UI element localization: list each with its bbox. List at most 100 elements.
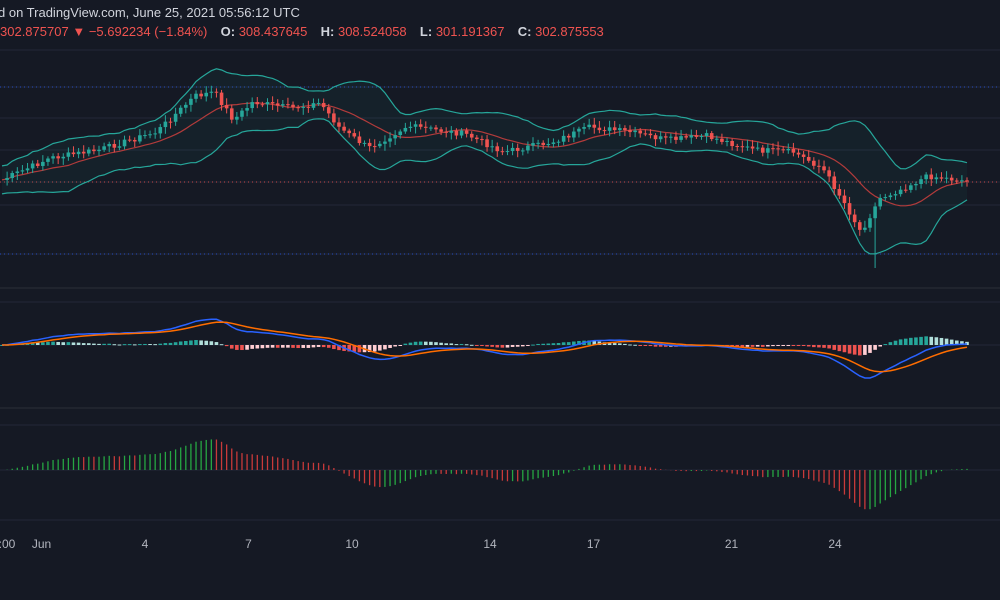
candle: [658, 131, 663, 143]
candle: [434, 124, 438, 133]
macd-histogram-bar: [352, 345, 357, 352]
candle-body: [66, 152, 71, 157]
candle-body: [168, 121, 173, 123]
high-value: 308.524058: [337, 24, 407, 39]
candle-body: [321, 102, 326, 108]
candle: [158, 123, 163, 139]
candle-body: [827, 170, 831, 177]
candle: [628, 125, 632, 138]
candle-body: [531, 143, 535, 146]
candle: [837, 184, 842, 200]
candle: [51, 153, 55, 164]
candle-body: [204, 92, 209, 97]
macd-histogram-bar: [812, 345, 816, 348]
macd-histogram-bar: [189, 340, 193, 345]
macd-histogram-bar: [909, 337, 913, 345]
candle: [143, 130, 147, 139]
macd-histogram-bar: [219, 344, 224, 346]
candle: [781, 146, 785, 154]
candle-body: [812, 160, 816, 166]
candle-body: [209, 91, 214, 93]
candle-body: [102, 146, 106, 150]
macd-panel: [0, 318, 969, 379]
macd-histogram-bar: [541, 343, 546, 345]
candle-body: [939, 177, 944, 179]
candle-body: [393, 135, 397, 139]
candle: [296, 104, 300, 112]
candle-body: [771, 148, 775, 150]
candle-body: [663, 136, 668, 138]
candle-body: [337, 122, 341, 127]
candle-body: [868, 218, 872, 228]
candle-body: [163, 121, 168, 128]
candle-body: [475, 137, 479, 140]
macd-histogram-bar: [791, 345, 796, 346]
bollinger-basis: [1, 102, 968, 207]
current-price: 302.875707: [0, 24, 69, 39]
candle: [903, 184, 908, 193]
candle: [684, 133, 688, 140]
macd-histogram-bar: [852, 345, 857, 355]
candle-body: [592, 124, 597, 128]
candle-body: [658, 136, 663, 140]
candle: [163, 115, 168, 134]
macd-histogram-bar: [934, 337, 939, 345]
candle-body: [291, 104, 295, 108]
macd-histogram-bar: [944, 338, 949, 345]
macd-histogram-bar: [490, 345, 494, 347]
candle: [41, 155, 45, 171]
candle: [709, 131, 714, 142]
candle: [454, 128, 459, 140]
candle-body: [367, 142, 372, 147]
candle-body: [679, 136, 683, 140]
macd-histogram-bar: [408, 342, 413, 345]
macd-histogram-bar: [158, 343, 163, 345]
macd-histogram-bar: [367, 345, 372, 353]
candle-body: [873, 206, 877, 219]
bollinger-lower-band: [1, 118, 968, 255]
candle-body: [46, 158, 50, 162]
macd-histogram-bar: [776, 345, 780, 346]
macd-histogram-bar: [628, 344, 632, 346]
candle: [786, 143, 791, 154]
macd-histogram-bar: [209, 341, 214, 345]
candle: [102, 142, 106, 152]
candle-body: [883, 197, 888, 199]
macd-histogram-bar: [878, 345, 883, 347]
candle: [669, 133, 673, 144]
macd-histogram-bar: [184, 341, 188, 345]
macd-histogram-bar: [459, 343, 464, 345]
candle: [219, 89, 224, 111]
candle-body: [240, 110, 244, 117]
macd-histogram-bar: [919, 336, 923, 345]
macd-histogram-bar: [235, 345, 239, 350]
candle-body: [919, 179, 923, 185]
macd-histogram-bar: [623, 343, 627, 345]
macd-histogram-bar: [949, 339, 954, 345]
candle: [715, 135, 719, 144]
macd-histogram-bar: [520, 345, 525, 347]
macd-histogram-bar: [153, 344, 157, 346]
macd-histogram-bar: [556, 342, 561, 345]
candle: [342, 122, 346, 134]
candle-body: [847, 203, 852, 215]
candle-body: [235, 116, 239, 120]
candle-body: [689, 135, 694, 138]
candle: [485, 135, 489, 152]
candle: [551, 138, 556, 148]
candle-body: [76, 151, 81, 155]
candle-body: [408, 126, 413, 128]
candle-body: [766, 148, 770, 153]
macd-histogram-bar: [347, 345, 351, 352]
candle-body: [301, 106, 306, 108]
macd-histogram-bar: [842, 345, 847, 353]
candle-body: [30, 163, 35, 169]
candle-body: [398, 131, 403, 136]
candle-body: [796, 152, 801, 155]
macd-histogram-bar: [469, 344, 474, 346]
macd-histogram-bar: [745, 345, 750, 347]
candle-body: [275, 103, 280, 106]
macd-histogram-bar: [592, 340, 597, 345]
